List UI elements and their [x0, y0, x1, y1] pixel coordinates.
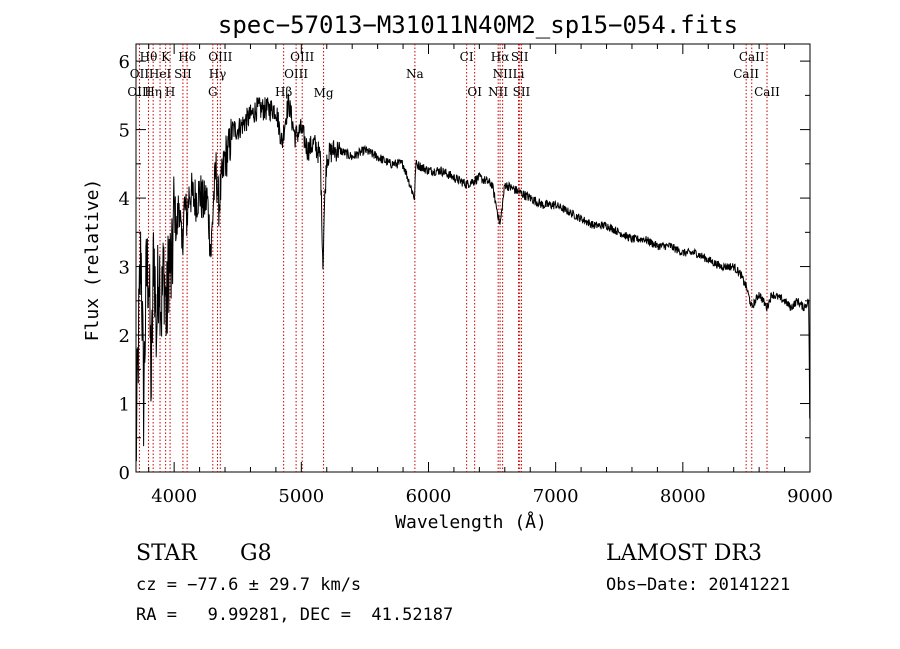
line-annotation-17: CaII [733, 67, 759, 81]
line-annotation-7: SII [511, 50, 529, 64]
y-tick-label-0: 0 [119, 463, 130, 484]
line-annotation-13: OIII [284, 67, 308, 81]
line-annotation-21: G [208, 85, 218, 99]
x-tick-label-0: 4000 [151, 486, 197, 507]
x-tick-label-5: 9000 [787, 486, 833, 507]
line-annotation-11: SII [174, 67, 192, 81]
x-axis-label: Wavelength (Å) [395, 511, 547, 533]
line-annotation-20: H [165, 85, 175, 99]
chart-title: spec−57013−M31011N40M2_sp15−054.fits [218, 11, 738, 39]
line-annotation-6: Hα [491, 50, 510, 64]
line-annotation-10: HeI [149, 67, 172, 81]
y-tick-label-2: 2 [119, 326, 130, 347]
line-annotation-5: CI [460, 50, 474, 64]
y-axis-label: Flux (relative) [82, 179, 103, 342]
object-subclass: G8 [240, 541, 272, 566]
line-annotation-26: SII [513, 85, 531, 99]
plot-frame [135, 43, 811, 473]
redshift-readout: cz = −77.6 ± 29.7 km/s [136, 575, 361, 595]
y-tick-label-5: 5 [119, 121, 130, 142]
line-annotation-1: K [161, 50, 171, 64]
y-tick-label-6: 6 [119, 52, 130, 73]
spectrum-line [135, 93, 811, 462]
sky-coordinates: RA = 9.99281, DEC = 41.52187 [136, 605, 453, 625]
y-tick-label-4: 4 [119, 189, 130, 210]
x-tick-label-3: 7000 [533, 486, 579, 507]
line-annotation-18: OIII [127, 85, 151, 99]
survey-name: LAMOST DR3 [606, 541, 762, 566]
line-annotation-0: Hθ [140, 50, 158, 64]
y-tick-label-3: 3 [119, 258, 130, 279]
line-markers [138, 44, 768, 472]
line-annotation-25: NII [488, 85, 508, 99]
line-annotation-16: Li [513, 67, 525, 81]
line-annotation-2: Hδ [178, 50, 196, 64]
line-annotation-27: CaII [754, 85, 780, 99]
line-annotation-23: Mg [314, 86, 334, 100]
observation-date: Obs−Date: 20141221 [606, 575, 790, 595]
x-tick-label-4: 8000 [660, 486, 706, 507]
line-annotation-19: Hη [144, 85, 162, 99]
x-tick-label-2: 6000 [406, 486, 452, 507]
axis-ticks: 4000 5000 6000 7000 8000 9000 0 1 2 3 4 5 6 [119, 44, 833, 507]
line-annotation-14: Na [406, 67, 424, 81]
line-annotation-8: CaII [739, 50, 765, 64]
line-annotation-24: OI [467, 85, 482, 99]
line-annotation-4: OIII [290, 50, 314, 64]
line-annotation-3: OIII [208, 50, 232, 64]
line-annotation-15: NII [493, 67, 513, 81]
x-tick-label-1: 5000 [278, 486, 324, 507]
line-annotation-9: OII [130, 67, 150, 81]
y-tick-label-1: 1 [119, 395, 130, 416]
line-annotation-12: Hγ [209, 67, 227, 81]
line-annotation-22: Hβ [275, 85, 292, 99]
object-class: STAR [136, 541, 198, 566]
